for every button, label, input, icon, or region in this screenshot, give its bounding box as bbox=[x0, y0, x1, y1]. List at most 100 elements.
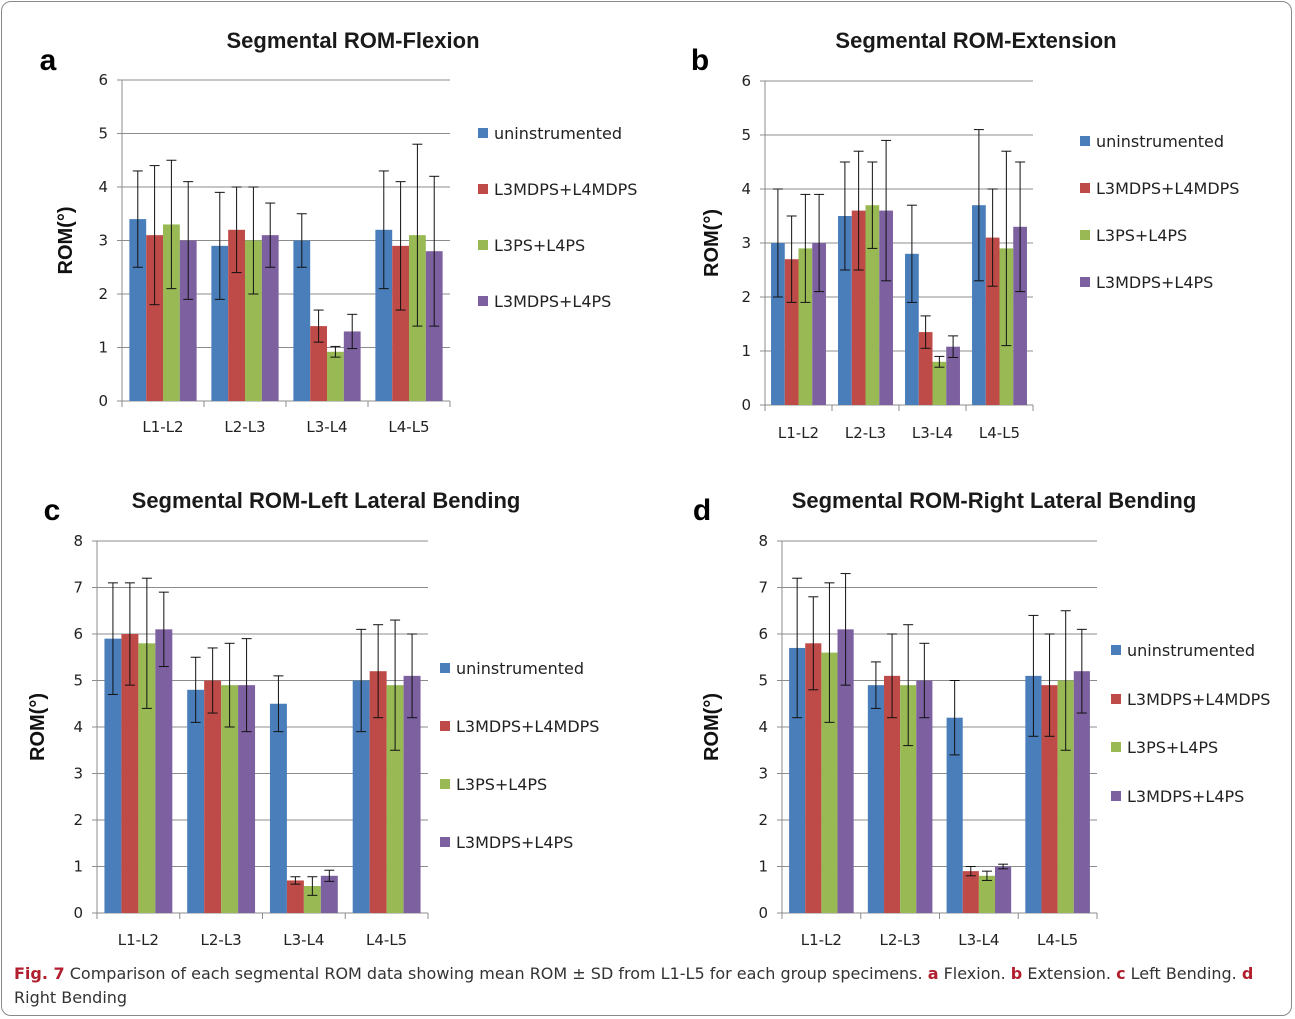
y-tick-label: 0 bbox=[741, 396, 751, 414]
bar bbox=[403, 675, 421, 913]
bar bbox=[386, 685, 404, 913]
legend-label: uninstrumented bbox=[456, 659, 584, 678]
y-tick-label: 4 bbox=[758, 718, 768, 736]
legend-swatch bbox=[1080, 136, 1090, 146]
x-tick-label: L2-L3 bbox=[224, 418, 265, 436]
chart-title: Segmental ROM-Flexion bbox=[226, 28, 479, 53]
legend-swatch bbox=[1080, 277, 1090, 287]
y-axis-label: ROM(°) bbox=[27, 693, 49, 761]
legend-swatch bbox=[1111, 645, 1121, 655]
bar bbox=[163, 224, 180, 401]
y-tick-label: 0 bbox=[758, 904, 768, 922]
bar bbox=[245, 240, 262, 401]
legend-label: L3PS+L4PS bbox=[456, 775, 547, 794]
caption-fig-label: Fig. 7 bbox=[14, 964, 65, 983]
y-tick-label: 1 bbox=[98, 339, 108, 357]
panel-letter: d bbox=[693, 494, 711, 527]
bar bbox=[369, 671, 387, 913]
y-tick-label: 1 bbox=[758, 858, 768, 876]
bar bbox=[293, 240, 311, 401]
x-tick-label: L2-L3 bbox=[845, 424, 886, 442]
bar bbox=[900, 685, 917, 913]
bar bbox=[303, 886, 321, 913]
y-tick-label: 5 bbox=[758, 672, 768, 690]
y-tick-label: 7 bbox=[758, 579, 768, 597]
bar bbox=[918, 332, 933, 405]
x-tick-label: L4-L5 bbox=[979, 424, 1020, 442]
x-tick-label: L1-L2 bbox=[801, 931, 842, 949]
legend-label: L3MDPS+L4PS bbox=[494, 292, 611, 311]
legend-swatch bbox=[1111, 694, 1121, 704]
figure-canvas: Segmental ROM-Flexion a 0 1 2 3 4 5 6 ROM(°) L1-L2… bbox=[27, 28, 1270, 949]
bar bbox=[1041, 685, 1058, 913]
bar bbox=[946, 717, 963, 913]
y-tick-label: 4 bbox=[741, 180, 751, 198]
x-tick-label: L4-L5 bbox=[366, 931, 407, 949]
legend-label: L3MDPS+L4PS bbox=[456, 833, 573, 852]
bar bbox=[838, 216, 852, 405]
legend-swatch bbox=[478, 240, 488, 250]
bar bbox=[879, 210, 893, 405]
x-tick-label: L3-L4 bbox=[958, 931, 999, 949]
bar bbox=[1013, 226, 1027, 405]
y-tick-label: 0 bbox=[98, 392, 108, 410]
y-tick-label: 8 bbox=[73, 532, 83, 550]
bar bbox=[905, 253, 919, 405]
bar bbox=[837, 629, 854, 913]
bar bbox=[310, 326, 327, 401]
chart-title: Segmental ROM-Right Lateral Bending bbox=[792, 488, 1197, 513]
x-tick-label: L1-L2 bbox=[118, 931, 159, 949]
legend-label: L3PS+L4PS bbox=[1127, 738, 1218, 757]
y-tick-label: 0 bbox=[73, 904, 83, 922]
legend-swatch bbox=[440, 721, 450, 731]
bar bbox=[392, 245, 409, 401]
x-tick-label: L1-L2 bbox=[778, 424, 819, 442]
legend-swatch bbox=[440, 837, 450, 847]
x-tick-label: L1-L2 bbox=[142, 418, 183, 436]
y-tick-label: 6 bbox=[741, 72, 751, 90]
bar bbox=[812, 243, 826, 405]
bar bbox=[121, 634, 139, 913]
bar bbox=[995, 866, 1012, 913]
legend-label: L3MDPS+L4PS bbox=[1127, 787, 1244, 806]
panel-letter: a bbox=[40, 44, 57, 77]
bar bbox=[867, 685, 884, 913]
bar bbox=[798, 248, 813, 405]
bar bbox=[261, 235, 279, 401]
y-tick-label: 8 bbox=[758, 532, 768, 550]
y-tick-label: 2 bbox=[758, 811, 768, 829]
y-tick-label: 6 bbox=[73, 625, 83, 643]
caption-text-c: Left Bending. bbox=[1125, 964, 1242, 983]
y-tick-label: 3 bbox=[98, 232, 108, 250]
caption-label-c: c bbox=[1116, 964, 1126, 983]
bar bbox=[375, 229, 393, 401]
bar bbox=[211, 245, 229, 401]
bar bbox=[972, 205, 986, 405]
bar bbox=[352, 680, 370, 913]
bar bbox=[104, 638, 122, 913]
bar bbox=[805, 643, 822, 913]
x-tick-label: L3-L4 bbox=[912, 424, 953, 442]
x-tick-label: L2-L3 bbox=[201, 931, 242, 949]
figure-caption: Fig. 7 Comparison of each segmental ROM … bbox=[14, 962, 1276, 1010]
x-tick-label: L4-L5 bbox=[388, 418, 429, 436]
y-tick-label: 4 bbox=[73, 718, 83, 736]
y-tick-label: 6 bbox=[98, 71, 108, 89]
y-tick-label: 3 bbox=[73, 765, 83, 783]
bar bbox=[784, 259, 799, 405]
legend-swatch bbox=[478, 128, 488, 138]
bar bbox=[238, 685, 256, 913]
caption-text-intro: Comparison of each segmental ROM data sh… bbox=[64, 964, 928, 983]
bar bbox=[865, 205, 880, 405]
bar bbox=[155, 629, 173, 913]
bar bbox=[789, 647, 806, 913]
legend-label: L3MDPS+L4PS bbox=[1096, 273, 1213, 292]
legend-label: uninstrumented bbox=[494, 124, 622, 143]
y-tick-label: 5 bbox=[741, 126, 751, 144]
chart-title: Segmental ROM-Extension bbox=[835, 28, 1116, 53]
chart-panel-a: Segmental ROM-Flexion a 0 1 2 3 4 5 6 ROM(°) L1-L2… bbox=[40, 28, 638, 436]
x-tick-label: L2-L3 bbox=[880, 931, 921, 949]
bar bbox=[320, 875, 338, 913]
caption-text-b: Extension. bbox=[1022, 964, 1117, 983]
